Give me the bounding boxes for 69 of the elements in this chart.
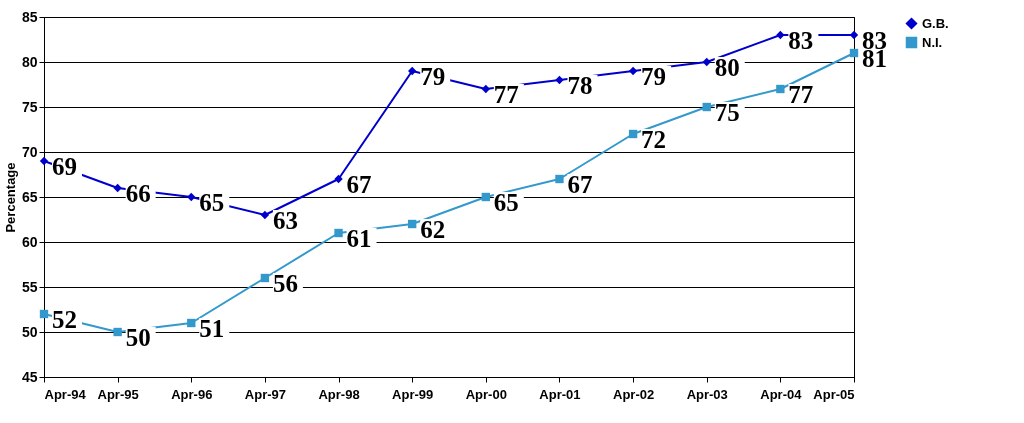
x-tick-label: Apr-97 [244,386,286,402]
point [260,210,270,220]
point [702,57,711,67]
data-label: 77 [788,81,814,108]
point [187,192,196,202]
legend-label: G.B. [922,15,949,31]
y-tick-label: 50 [21,323,38,340]
legend-label: N.I. [922,34,943,50]
x-tick-label: Apr-98 [318,386,360,402]
y-tick-label: 65 [21,188,38,205]
x-tick-label: Apr-02 [613,386,655,402]
data-label: 69 [52,153,77,180]
point [39,156,49,166]
point [481,192,490,202]
point [187,318,196,328]
point [260,273,270,283]
data-label: 75 [714,99,740,126]
y-tick-label: 75 [21,98,38,115]
data-label: 63 [272,207,298,234]
data-label: 79 [420,63,446,90]
y-tick-label: 60 [21,233,38,250]
x-tick-label: Apr-01 [539,386,581,402]
x-tick-label: Apr-95 [97,386,139,402]
y-tick-label: 70 [21,143,38,160]
data-label: 79 [641,63,667,90]
point [776,84,785,94]
x-tick-label: Apr-00 [465,386,507,402]
point [39,309,49,319]
y-axis-title: Percentage [2,162,18,233]
x-tick-label: Apr-03 [686,386,728,402]
data-label: 66 [125,180,151,207]
x-tick-label: Apr-05 [813,386,855,402]
y-tick-label: 85 [21,8,38,25]
point [628,129,638,139]
data-label: 78 [567,72,593,99]
point [702,102,711,112]
data-label: 65 [493,189,519,216]
x-tick-label: Apr-04 [760,386,803,402]
point [408,219,417,229]
point [481,84,490,94]
point [849,48,859,58]
data-label: 56 [272,270,298,297]
y-tick-label: 45 [21,368,38,385]
data-label: 52 [52,306,77,333]
point [628,66,638,76]
data-label: 72 [641,126,667,153]
y-tick-label: 80 [21,53,38,70]
x-tick-label: Apr-94 [44,386,87,402]
point [334,228,343,238]
point [776,30,785,40]
y-tick-label: 55 [21,278,38,295]
point [113,183,122,193]
x-tick-label: Apr-99 [392,386,434,402]
data-label: 80 [714,54,740,81]
data-label: 65 [199,189,225,216]
data-label: 67 [567,171,593,198]
data-label: 77 [493,81,519,108]
x-tick-label: Apr-96 [171,386,213,402]
data-label: 67 [346,171,372,198]
data-label: 61 [346,225,372,252]
point [555,174,564,184]
point [408,66,417,76]
point [555,75,564,85]
data-label: 62 [420,216,446,243]
data-label: 83 [788,27,814,54]
point [113,327,122,337]
point [334,174,343,184]
data-label: 50 [125,324,151,351]
data-label: 51 [199,315,225,342]
